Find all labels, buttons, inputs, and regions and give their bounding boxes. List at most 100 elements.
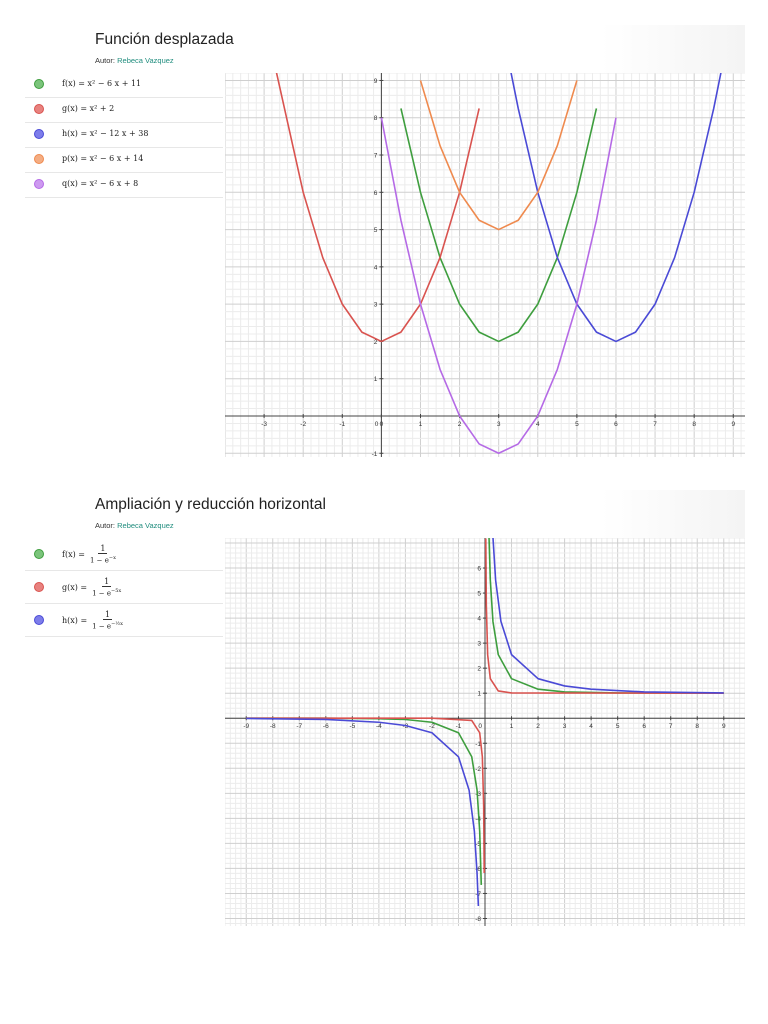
y-tick-label: 6 <box>477 566 481 573</box>
panel-header: Función desplazada Autor: Rebeca Vazquez <box>25 25 745 73</box>
visibility-toggle-icon[interactable] <box>34 129 44 139</box>
x-tick-label: -2 <box>300 421 306 428</box>
y-tick-label: 4 <box>374 264 378 271</box>
y-tick-label: 1 <box>477 691 481 698</box>
x-tick-label: 9 <box>722 723 726 730</box>
visibility-toggle-icon[interactable] <box>34 582 44 592</box>
equation-label: f(x) = 1 1 − e−x <box>62 544 118 565</box>
x-tick-label: -6 <box>323 723 329 730</box>
x-tick-label: 4 <box>589 723 593 730</box>
equation-row-f[interactable]: f(x) = x² − 6 x + 11 <box>25 73 223 98</box>
parabola-chart[interactable]: -3 -2 -1 0 1 2 3 4 5 6 7 8 9 0 -1 1 2 3 4 5 6 7 8 9 <box>225 73 745 457</box>
equation-lhs: f(x) = <box>62 550 85 560</box>
x-tick-label: -1 <box>339 421 345 428</box>
equation-label: f(x) = x² − 6 x + 11 <box>62 79 142 88</box>
y-tick-label: 5 <box>374 227 378 234</box>
x-tick-label: -1 <box>456 723 462 730</box>
x-tick-label: 6 <box>614 421 618 428</box>
panel-function-shift: Función desplazada Autor: Rebeca Vazquez… <box>25 25 745 457</box>
visibility-toggle-icon[interactable] <box>34 104 44 114</box>
visibility-toggle-icon[interactable] <box>34 549 44 559</box>
x-tick-label: 9 <box>731 421 735 428</box>
x-tick-label: -8 <box>270 723 276 730</box>
y-tick-label: -2 <box>475 766 481 773</box>
y-tick-label: 7 <box>374 153 378 160</box>
denominator: 1 − e−½x <box>90 620 125 631</box>
grid <box>225 73 745 457</box>
x-tick-label: 5 <box>575 421 579 428</box>
algebra-view: f(x) = x² − 6 x + 11 g(x) = x² + 2 h(x) … <box>25 73 223 198</box>
x-tick-label: 7 <box>669 723 673 730</box>
y-tick-label: -8 <box>475 916 481 923</box>
x-tick-label: -5 <box>349 723 355 730</box>
exponent: −x <box>108 555 116 561</box>
y-tick-label: -3 <box>475 791 481 798</box>
y-tick-label: -1 <box>475 741 481 748</box>
equation-row-h[interactable]: h(x) = 1 1 − e−½x <box>25 604 223 637</box>
y-tick-label: 5 <box>477 591 481 598</box>
y-tick-label: -1 <box>372 451 378 457</box>
equation-label: h(x) = x² − 12 x + 38 <box>62 129 149 138</box>
reciprocal-exponential-chart[interactable]: -9 -8 -7 -6 -5 -4 -3 -2 -1 1 2 3 4 5 6 7 8 90-8-7-6-5-4-3… <box>225 538 745 926</box>
denominator: 1 − e−5x <box>90 587 123 598</box>
origin-label: 0 <box>478 723 482 730</box>
author-link[interactable]: Rebeca Vazquez <box>117 56 174 65</box>
equation-label: g(x) = 1 1 − e−5x <box>62 577 123 598</box>
fraction: 1 1 − e−5x <box>90 577 123 598</box>
y-tick-label: 8 <box>374 115 378 122</box>
x-tick-label: 1 <box>510 723 514 730</box>
x-tick-label: 3 <box>563 723 567 730</box>
x-tick-label: 7 <box>653 421 657 428</box>
page-title: Función desplazada <box>95 31 234 48</box>
axes: -3 -2 -1 0 1 2 3 4 5 6 7 8 9 0 -1 1 2 3 4 5 6 7 8 9 <box>225 73 745 457</box>
denominator-base: 1 − e <box>89 556 109 565</box>
y-tick-label: 3 <box>477 641 481 648</box>
author-line: Autor: Rebeca Vazquez <box>95 56 174 65</box>
equation-label: p(x) = x² − 6 x + 14 <box>62 154 144 163</box>
equation-row-h[interactable]: h(x) = x² − 12 x + 38 <box>25 123 223 148</box>
fraction: 1 1 − e−½x <box>90 610 125 631</box>
equation-row-g[interactable]: g(x) = 1 1 − e−5x <box>25 571 223 604</box>
equation-row-g[interactable]: g(x) = x² + 2 <box>25 98 223 123</box>
visibility-toggle-icon[interactable] <box>34 79 44 89</box>
algebra-view: f(x) = 1 1 − e−x g(x) = 1 1 − e−5x <box>25 538 223 637</box>
equation-row-p[interactable]: p(x) = x² − 6 x + 14 <box>25 148 223 173</box>
x-tick-label: 0 <box>380 421 384 428</box>
denominator-base: 1 − e <box>92 589 112 598</box>
x-tick-label: 8 <box>692 421 696 428</box>
fraction: 1 1 − e−x <box>88 544 118 565</box>
visibility-toggle-icon[interactable] <box>34 615 44 625</box>
visibility-toggle-icon[interactable] <box>34 179 44 189</box>
author-label: Autor: <box>95 521 116 530</box>
equation-row-f[interactable]: f(x) = 1 1 − e−x <box>25 538 223 571</box>
x-tick-label: 1 <box>419 421 423 428</box>
equation-lhs: g(x) = <box>62 583 88 593</box>
equation-lhs: h(x) = <box>62 616 88 626</box>
equation-label: q(x) = x² − 6 x + 8 <box>62 179 139 188</box>
y-tick-label: 6 <box>374 190 378 197</box>
y-tick-label: 9 <box>374 78 378 85</box>
numerator: 1 <box>98 544 108 554</box>
numerator: 1 <box>102 577 112 587</box>
equation-row-q[interactable]: q(x) = x² − 6 x + 8 <box>25 173 223 198</box>
origin-label: 0 <box>375 421 379 428</box>
x-tick-label: -9 <box>243 723 249 730</box>
equation-label: h(x) = 1 1 − e−½x <box>62 610 125 631</box>
y-tick-label: 4 <box>477 616 481 623</box>
denominator: 1 − e−x <box>88 554 118 565</box>
exponent: −½x <box>111 621 123 627</box>
x-tick-label: 5 <box>616 723 620 730</box>
x-tick-label: -3 <box>403 723 409 730</box>
visibility-toggle-icon[interactable] <box>34 154 44 164</box>
x-tick-label: 2 <box>458 421 462 428</box>
x-tick-label: 6 <box>642 723 646 730</box>
x-tick-label: 3 <box>497 421 501 428</box>
y-tick-label: 1 <box>374 376 378 383</box>
graphics-view[interactable]: -9 -8 -7 -6 -5 -4 -3 -2 -1 1 2 3 4 5 6 7 8 9 0 -8 -7 -6 -5 -4 -3… <box>225 538 745 926</box>
equation-label: g(x) = x² + 2 <box>62 104 115 113</box>
x-tick-label: 4 <box>536 421 540 428</box>
numerator: 1 <box>103 610 113 620</box>
y-tick-label: 2 <box>374 339 378 346</box>
graphics-view[interactable]: -3 -2 -1 0 1 2 3 4 5 6 7 8 9 0 -1 1 2 3 4 5 6 7 8 9 <box>225 73 745 457</box>
author-link[interactable]: Rebeca Vazquez <box>117 521 174 530</box>
